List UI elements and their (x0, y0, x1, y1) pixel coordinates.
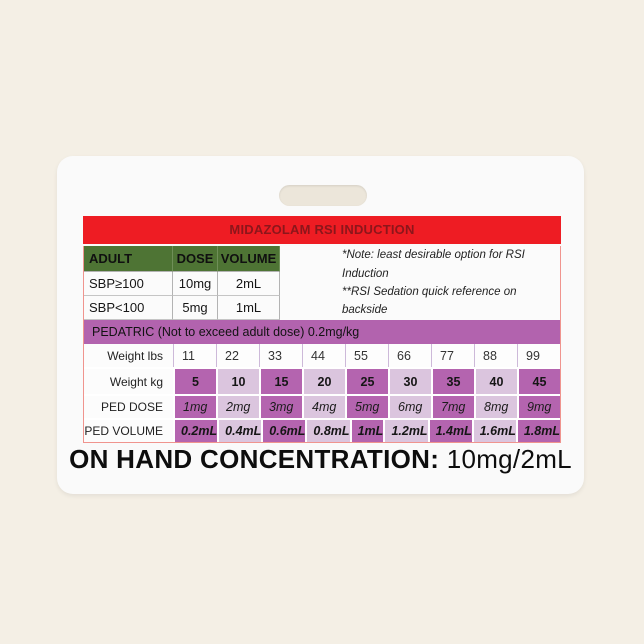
weight-kg-cell: 30 (388, 369, 431, 394)
weight-lbs-row: Weight lbs 11 22 33 44 55 66 77 88 99 (84, 344, 560, 367)
ped-volume-cell: 0.8mL (305, 420, 350, 442)
row-label: Weight kg (84, 369, 173, 394)
weight-lbs-cell: 11 (173, 344, 216, 367)
ped-volume-cell: 1.8mL (515, 420, 560, 442)
weight-kg-cell: 40 (474, 369, 517, 394)
weight-kg-cell: 5 (173, 369, 216, 394)
ped-volume-cell: 1mL (349, 420, 384, 442)
ped-volume-cell: 1.4mL (427, 420, 472, 442)
row-label: PED VOLUME (84, 420, 173, 442)
ped-volume-cell: 0.4mL (217, 420, 262, 442)
weight-lbs-cell: 77 (431, 344, 474, 367)
row-label: PED DOSE (84, 396, 173, 418)
weight-lbs-cell: 88 (474, 344, 517, 367)
weight-lbs-cell: 99 (517, 344, 560, 367)
badge-content: MIDAZOLAM RSI INDUCTION ADULT DOSE VOLUM… (83, 216, 561, 443)
ped-dose-cell: 8mg (474, 396, 517, 418)
ped-volume-cell: 0.6mL (261, 420, 306, 442)
weight-kg-cell: 25 (345, 369, 388, 394)
reference-table-block: ADULT DOSE VOLUME SBP≥100 10mg 2mL SBP<1… (83, 246, 561, 443)
note-line-1: *Note: least desirable option for RSI In… (342, 249, 525, 280)
adult-row-dose: 5mg (173, 296, 218, 320)
volume-col-header: VOLUME (218, 246, 280, 272)
title-band: MIDAZOLAM RSI INDUCTION (83, 216, 561, 244)
adult-row-volume: 2mL (218, 272, 280, 296)
note-line-2: **RSI Sedation quick reference on backsi… (342, 286, 517, 317)
weight-lbs-cell: 44 (302, 344, 345, 367)
weight-kg-cell: 45 (517, 369, 560, 394)
weight-lbs-cell: 33 (259, 344, 302, 367)
concentration-line: ON HAND CONCENTRATION: 10mg/2mL (57, 444, 584, 475)
ped-volume-row: PED VOLUME 0.2mL 0.4mL 0.6mL 0.8mL 1mL 1… (84, 418, 560, 442)
weight-kg-cell: 15 (259, 369, 302, 394)
concentration-label: ON HAND CONCENTRATION: (69, 444, 440, 474)
ped-dose-cell: 6mg (388, 396, 431, 418)
adult-row-label: SBP≥100 (84, 272, 173, 296)
weight-lbs-cell: 66 (388, 344, 431, 367)
weight-kg-cell: 10 (216, 369, 259, 394)
ped-dose-cell: 4mg (302, 396, 345, 418)
ped-dose-cell: 7mg (431, 396, 474, 418)
weight-lbs-cell: 22 (216, 344, 259, 367)
weight-lbs-cell: 55 (345, 344, 388, 367)
badge-title: MIDAZOLAM RSI INDUCTION (229, 222, 415, 237)
weight-kg-cell: 35 (431, 369, 474, 394)
ped-volume-cell: 1.6mL (471, 420, 516, 442)
dose-col-header: DOSE (173, 246, 218, 272)
notes-block: *Note: least desirable option for RSI In… (280, 246, 560, 320)
ped-dose-row: PED DOSE 1mg 2mg 3mg 4mg 5mg 6mg 7mg 8mg… (84, 394, 560, 418)
adult-row-dose: 10mg (173, 272, 218, 296)
adult-section: ADULT DOSE VOLUME SBP≥100 10mg 2mL SBP<1… (84, 246, 560, 320)
ped-dose-cell: 9mg (517, 396, 560, 418)
ped-dose-cell: 1mg (173, 396, 216, 418)
adult-table: ADULT DOSE VOLUME SBP≥100 10mg 2mL SBP<1… (84, 246, 280, 320)
weight-kg-cell: 20 (302, 369, 345, 394)
badge-slot-hole (279, 185, 367, 206)
row-label: Weight lbs (84, 344, 173, 367)
badge-card: MIDAZOLAM RSI INDUCTION ADULT DOSE VOLUM… (57, 156, 584, 494)
adult-col-header: ADULT (84, 246, 173, 272)
ped-dose-cell: 2mg (216, 396, 259, 418)
ped-volume-cell: 0.2mL (173, 420, 218, 442)
ped-volume-cell: 1.2mL (383, 420, 428, 442)
ped-dose-cell: 5mg (345, 396, 388, 418)
ped-dose-cell: 3mg (259, 396, 302, 418)
pediatric-header: PEDATRIC (Not to exceed adult dose) 0.2m… (84, 320, 560, 344)
concentration-value: 10mg/2mL (446, 444, 572, 474)
adult-row-label: SBP<100 (84, 296, 173, 320)
weight-kg-row: Weight kg 5 10 15 20 25 30 35 40 45 (84, 367, 560, 394)
adult-row-volume: 1mL (218, 296, 280, 320)
